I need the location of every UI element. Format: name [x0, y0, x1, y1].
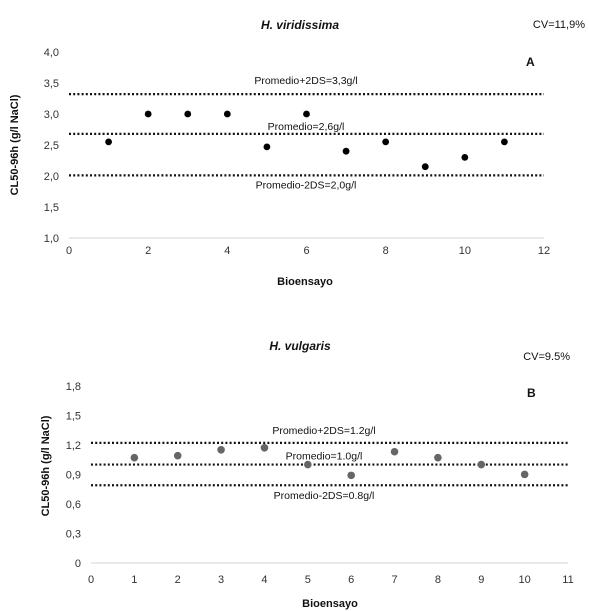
- chart-b-data-point: [520, 470, 529, 479]
- chart-b-y-tick-label: 1,2: [66, 440, 81, 452]
- chart-b-x-tick-label: 6: [348, 574, 354, 586]
- chart-b-plot: 0 1 2 3 4 5 6 7 8 9 10 11 0 0,3 0,6 0,9 1,2 1,5 1,8 Promedi…: [66, 381, 574, 586]
- chart-b-reference-label: Promedio+2DS=1.2g/l: [272, 425, 375, 437]
- chart-a-plot: 0 2 4 6 8 10 12 1,0 1,5 2,0 2,5 3,0 3,5 4,0 Promedio+2…: [44, 47, 550, 257]
- chart-a-data-point: [461, 154, 469, 161]
- chart-a-reference-label: Promedio+2DS=3,3g/l: [254, 75, 357, 87]
- chart-a-data-point: [382, 138, 390, 146]
- chart-b-title: H. vulgaris: [269, 339, 331, 353]
- chart-b-y-tick-label: 0,3: [66, 528, 81, 540]
- chart-b-x-tick-label: 10: [519, 574, 531, 586]
- chart-b-ylabel: CL50-96h (g/l NaCl): [40, 415, 52, 516]
- chart-b-x-tick-label: 3: [218, 574, 224, 586]
- chart-a-cv: CV=11,9%: [533, 19, 585, 31]
- chart-b-y-tick-label: 1,8: [66, 381, 81, 393]
- chart-a-title: H. viridissima: [261, 18, 339, 32]
- chart-b-x-tick-label: 4: [261, 574, 267, 586]
- chart-a-x-tick-label: 12: [538, 245, 550, 257]
- chart-b-x-tick-label: 5: [305, 574, 311, 586]
- chart-b-data-point: [347, 471, 355, 480]
- chart-b-data-point: [390, 447, 399, 456]
- chart-b-xlabel: Bioensayo: [302, 598, 358, 610]
- chart-a-x-tick-label: 4: [224, 245, 230, 257]
- chart-b-x-tick-label: 9: [478, 574, 484, 586]
- chart-a-data-point: [263, 143, 271, 151]
- chart-b-data-point: [434, 453, 442, 462]
- chart-a-y-tick-label: 2,0: [44, 171, 59, 183]
- chart-b-reference-label: Promedio=1.0g/l: [286, 451, 363, 463]
- chart-a-x-tick-label: 6: [303, 245, 309, 257]
- chart-b-cv: CV=9.5%: [523, 351, 570, 363]
- chart-a-y-tick-label: 3,0: [44, 109, 59, 121]
- chart-a-data-point: [421, 163, 429, 171]
- chart-b-y-tick-label: 1,5: [66, 410, 81, 422]
- chart-a-reference-label: Promedio-2DS=2,0g/l: [256, 179, 357, 191]
- chart-a-y-tick-label: 4,0: [44, 47, 59, 59]
- chart-b-y-tick-label: 0: [75, 558, 81, 570]
- chart-a-x-tick-label: 8: [383, 245, 389, 257]
- chart-b-data-point: [130, 453, 139, 462]
- chart-b-y-tick-label: 0,6: [66, 499, 81, 511]
- chart-a-data-point: [223, 110, 231, 118]
- chart-b-panel-letter: B: [527, 386, 536, 400]
- chart-a-x-tick-label: 10: [459, 245, 471, 257]
- chart-b-y-tick-label: 0,9: [66, 469, 81, 481]
- chart-b-data-point: [260, 444, 269, 452]
- chart-a-xlabel: Bioensayo: [277, 276, 333, 288]
- chart-b-data-point: [477, 460, 486, 469]
- chart-b-data-point: [304, 460, 312, 469]
- chart-a-y-tick-label: 2,5: [44, 140, 59, 152]
- chart-b-x-tick-label: 0: [88, 574, 94, 586]
- chart-b-x-tick-label: 7: [391, 574, 397, 586]
- chart-b-x-tick-label: 11: [562, 574, 573, 586]
- chart-a-data-point: [303, 110, 310, 118]
- chart-b-data-point: [217, 445, 225, 454]
- chart-a-y-tick-label: 3,5: [44, 78, 59, 90]
- chart-a-x-tick-label: 2: [145, 245, 151, 257]
- chart-a-y-tick-label: 1,5: [44, 202, 59, 214]
- chart-b-reference-label: Promedio-2DS=0.8g/l: [274, 490, 375, 502]
- chart-b-x-tick-label: 8: [435, 574, 441, 586]
- chart-a-data-point: [342, 147, 350, 155]
- chart-a-reference-label: Promedio=2,6g/l: [268, 121, 345, 133]
- chart-a-ylabel: CL50-96h (g/l NaCl): [9, 94, 21, 195]
- chart-b-data-point: [173, 451, 182, 460]
- chart-a-data-point: [105, 138, 112, 146]
- chart-a-x-tick-label: 0: [66, 245, 72, 257]
- chart-b-x-tick-label: 2: [175, 574, 181, 586]
- chart-a-data-point: [501, 138, 508, 146]
- chart-a-data-point: [144, 110, 152, 118]
- chart-a-panel-letter: A: [526, 55, 535, 69]
- chart-b-x-tick-label: 1: [131, 574, 137, 586]
- chart-a-y-tick-label: 1,0: [44, 233, 59, 245]
- chart-a-data-point: [184, 110, 192, 118]
